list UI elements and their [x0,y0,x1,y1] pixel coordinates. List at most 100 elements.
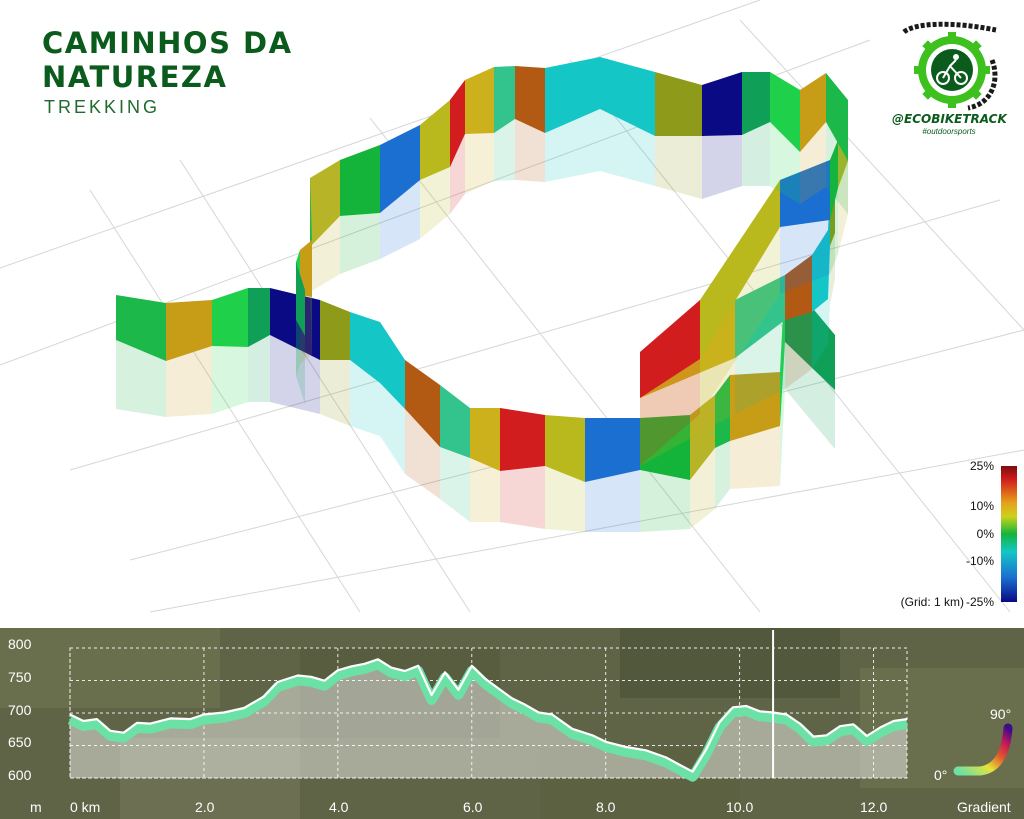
route-wall-reflection [320,360,350,426]
route-wall-segment [826,73,848,161]
profile-point [471,670,473,672]
profile-point [323,684,326,687]
route-wall-segment [296,262,305,336]
profile-point [604,746,607,748]
profile-point [906,723,908,725]
grid-line [369,117,761,613]
route-wall-segment [270,288,320,360]
profile-point [511,702,513,705]
route-wall-segment [465,67,494,134]
profile-point [625,751,627,753]
route-wall-segment [320,300,350,360]
route-wall-segment [166,300,212,361]
route-wall-reflection [640,470,690,532]
profile-point [310,681,312,683]
terrain-3d-view [0,0,1024,613]
route-wall-reflection [838,161,848,254]
x-tick-label: 6.0 [463,799,483,815]
profile-point [223,716,225,719]
legend-label-minus-25: -25% [965,595,994,609]
profile-point [665,761,667,764]
route-wall-reflection [828,246,830,344]
route-wall-segment [812,230,828,312]
route-wall-reflection [690,448,715,529]
route-wall-reflection [500,466,545,529]
route-wall-reflection [310,216,340,292]
page-title-line-1: CAMINHOS DA [42,26,293,60]
profile-point [718,726,721,729]
gradient-label: Gradient [957,799,1011,815]
profile-frame [69,647,908,779]
route-wall-segment [830,140,838,220]
route-wall-reflection [702,135,742,199]
route-wall-reflection [830,188,838,274]
x-tick-label: 4.0 [329,799,349,815]
elevation-profile-chart [0,628,1024,819]
route-wall-reflection [470,458,500,522]
route-wall-segment [742,72,770,135]
route-wall-reflection [440,447,470,522]
x-tick-label: 10.0 [726,799,754,815]
x-tick-label: 2.0 [195,799,215,815]
profile-point [189,723,192,725]
route-wall-segment [310,160,340,247]
brand-tagline: #outdoorsports [922,127,976,136]
route-wall-reflection [545,466,585,532]
route-wall-segment [715,375,730,448]
route-wall-segment [116,295,166,361]
route-wall-reflection [770,122,800,204]
x-tick-label: 12.0 [860,799,888,815]
route-wall-segment [785,255,812,320]
profile-point [243,712,245,714]
x-tick-label: 8.0 [596,799,616,815]
gradient-arc-icon [953,723,1013,776]
route-wall-reflection [785,342,835,449]
scene-panel: CAMINHOS DA NATUREZA TREKKING [0,0,1024,613]
profile-point [337,674,339,677]
route-wall-segment [380,125,420,213]
route-wall-reflection [640,358,735,466]
route-wall-segment [380,322,405,409]
route-wall-reflection [830,233,835,304]
route-wall-reflection [380,180,420,259]
profile-grid [69,647,908,779]
profile-point [524,709,527,711]
route-elevation-walls [116,57,848,532]
profile-point [430,699,433,701]
profile-point [825,739,828,742]
profile-point [691,775,694,778]
profile-point [892,725,895,727]
route-wall-reflection [730,426,780,489]
route-wall-segment [350,312,380,383]
profile-point [263,700,266,703]
route-wall-reflection [715,441,730,509]
route-wall-reflection [248,335,270,402]
grid-scale-note: (Grid: 1 km) [900,595,964,609]
route-wall-segment [420,100,450,180]
profile-point [404,675,406,677]
profile-point [417,670,420,672]
route-wall-reflection [405,409,440,499]
route-wall-segment [640,300,700,398]
profile-point [350,670,353,673]
route-wall-reflection [640,359,700,466]
route-wall-segment [300,240,312,297]
profile-point [745,710,748,712]
page-title-line-2: NATUREZA [42,60,228,94]
profile-point [363,668,366,670]
profile-point [645,754,647,757]
profile-point [444,676,446,679]
route-wall-reflection [735,320,785,414]
route-wall-segment [600,57,655,136]
profile-point [457,694,460,696]
profile-point [390,671,393,674]
route-wall-reflection [420,167,450,239]
route-wall-reflection [585,470,640,532]
route-wall-segment [735,275,785,358]
route-wall-reflection [212,346,248,414]
profile-point [537,716,540,719]
legend-label-25: 25% [969,459,994,473]
profile-point [122,736,125,739]
route-wall-reflection [545,109,600,182]
route-wall-reflection [296,320,305,404]
